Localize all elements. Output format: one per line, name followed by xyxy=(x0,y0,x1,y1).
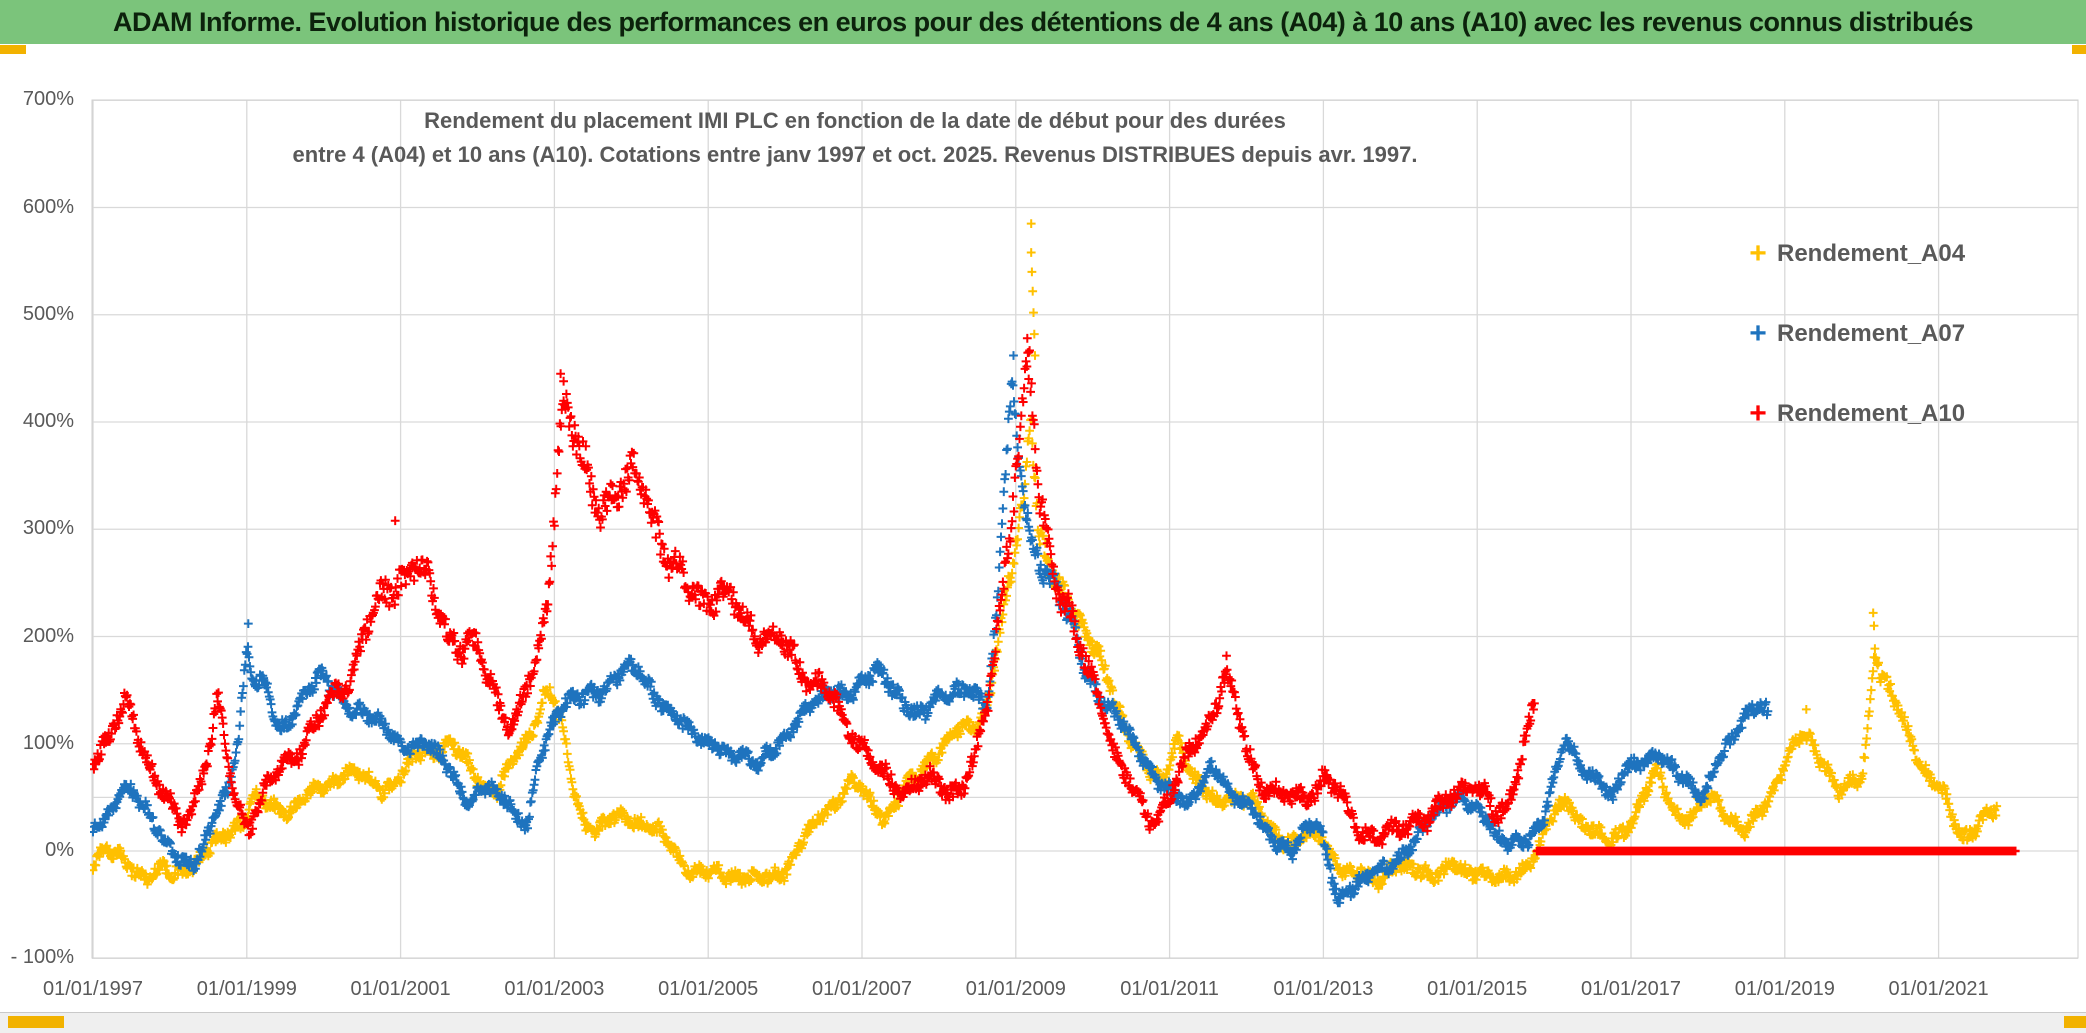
x-axis-label: 01/01/2017 xyxy=(1580,978,1682,1000)
gold-frame-corner xyxy=(2072,45,2086,54)
chart-title: Rendement du placement IMI PLC en foncti… xyxy=(293,104,1418,172)
y-axis-label: 100% xyxy=(22,731,74,754)
legend-item-a04[interactable]: + Rendement_A04 xyxy=(1745,237,1966,270)
x-axis-label: 01/01/2005 xyxy=(658,978,759,1000)
series-points-group xyxy=(90,219,2020,908)
gold-frame-corner xyxy=(2064,1016,2086,1028)
page-title: ADAM Informe. Evolution historique des p… xyxy=(112,6,1974,37)
zero-artifact-line xyxy=(1532,846,2020,856)
y-axis-label: 0% xyxy=(45,839,74,861)
header-bar: ADAM Informe. Evolution historique des p… xyxy=(0,0,2086,44)
x-axis-label: 01/01/2007 xyxy=(811,978,913,1000)
chart-title-line2: entre 4 (A04) et 10 ans (A10). Cotations… xyxy=(292,142,1418,167)
y-axis-label: 400% xyxy=(22,410,74,432)
y-axis-label: 700% xyxy=(22,88,74,111)
legend-label: Rendement_A04 xyxy=(1777,240,1966,267)
x-axis-label: 01/01/2003 xyxy=(504,978,605,1000)
gold-frame-corner xyxy=(0,45,26,54)
x-axis-label: 01/01/2001 xyxy=(350,978,451,1000)
plus-marker-icon: + xyxy=(1749,237,1767,270)
x-axis-label: 01/01/2015 xyxy=(1427,978,1528,1000)
plus-marker-icon: + xyxy=(1749,317,1767,350)
legend-label: Rendement_A07 xyxy=(1777,320,1966,347)
plot-border xyxy=(91,99,2079,959)
chart-area: Rendement du placement IMI PLC en foncti… xyxy=(0,44,2086,1012)
y-axis-label: 600% xyxy=(22,195,74,218)
plus-marker-icon: + xyxy=(1749,397,1767,430)
x-axis-label: 01/01/2009 xyxy=(965,978,1066,1000)
x-axis-label: 01/01/2021 xyxy=(1888,978,1989,1000)
legend-item-a10[interactable]: + Rendement_A10 xyxy=(1745,397,1966,430)
x-axis-label: 01/01/1999 xyxy=(196,978,297,1000)
x-axis-label: 01/01/2011 xyxy=(1120,978,1219,1000)
series-points-rendement_a07 xyxy=(90,351,1773,908)
horizontal-scrollbar[interactable] xyxy=(0,1012,2086,1033)
gridlines xyxy=(92,99,2078,959)
gold-frame-corner xyxy=(8,1016,64,1028)
x-axis-label: 01/01/2019 xyxy=(1734,978,1835,1000)
legend-label: Rendement_A10 xyxy=(1777,400,1966,427)
x-axis-label: 01/01/1997 xyxy=(42,978,144,1000)
y-axis-label: 300% xyxy=(22,517,74,540)
chart-title-line1: Rendement du placement IMI PLC en foncti… xyxy=(424,108,1286,133)
plot-svg xyxy=(90,99,2079,959)
y-axis-label: - 100% xyxy=(10,946,74,969)
x-axis-label: 01/01/2013 xyxy=(1273,978,1374,1000)
y-axis-label: 500% xyxy=(22,302,74,325)
legend-item-a07[interactable]: + Rendement_A07 xyxy=(1745,317,1966,350)
series-points-rendement_a04 xyxy=(90,219,2002,894)
series-points-rendement_a10 xyxy=(90,333,1539,849)
y-axis-label: 200% xyxy=(22,624,74,647)
